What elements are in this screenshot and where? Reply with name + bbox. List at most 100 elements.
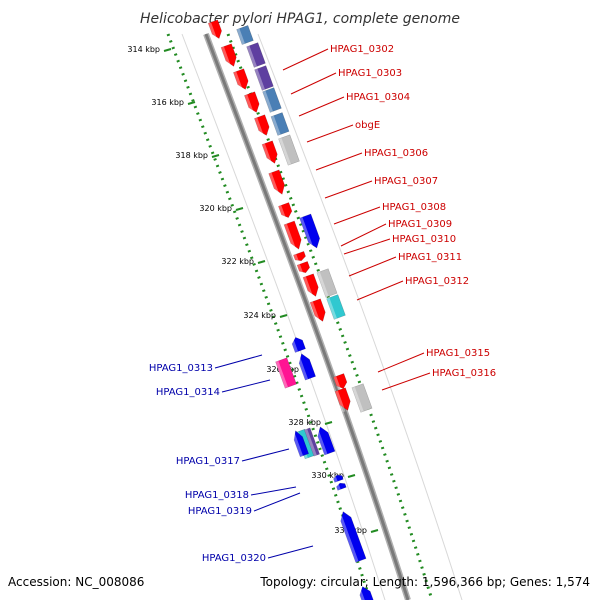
- forward-gene-arrow: [220, 43, 237, 69]
- topology-text: Topology: circular; Length: 1,596,366 bp…: [259, 575, 590, 589]
- cog-block: [246, 42, 266, 68]
- forward-gene-leader: [377, 352, 425, 373]
- forward-gene-label: HPAG1_0302: [330, 44, 394, 55]
- ruler-tick-label: 328 kbp: [288, 418, 321, 427]
- reverse-gene-leader: [250, 486, 297, 496]
- forward-gene-leader: [333, 206, 381, 225]
- forward-gene-leader: [381, 372, 431, 391]
- forward-gene-arrow: [254, 114, 270, 138]
- reverse-gene-leader: [221, 379, 271, 393]
- ruler-tick: [211, 154, 220, 158]
- backbone: [204, 33, 410, 600]
- track-guide-outer: [181, 33, 386, 600]
- forward-gene-label: HPAG1_0307: [374, 176, 438, 187]
- reverse-gene-arrow: [315, 426, 336, 456]
- forward-gene-leader: [348, 256, 397, 277]
- reverse-gene-leader: [253, 492, 301, 512]
- cog-block: [304, 427, 320, 457]
- cog-block: [326, 294, 346, 320]
- forward-gene-arrow: [278, 202, 293, 220]
- reverse-gene-label: HPAG1_0314: [156, 387, 220, 398]
- forward-gene-label: HPAG1_0311: [398, 252, 462, 263]
- ruler-tick: [235, 207, 244, 211]
- reverse-gene-label: HPAG1_0319: [188, 506, 252, 517]
- accession-text: Accession: NC_008086: [8, 575, 144, 589]
- reverse-gene-arrow: [290, 337, 306, 353]
- forward-gene-leader: [298, 96, 345, 117]
- forward-gene-arrow: [207, 19, 222, 41]
- map-title: Helicobacter pylori HPAG1, complete geno…: [140, 11, 460, 27]
- forward-gene-leader: [340, 223, 387, 247]
- cog-block: [275, 357, 297, 389]
- forward-gene-arrow: [333, 373, 348, 391]
- forward-gene-label: HPAG1_0304: [346, 92, 410, 103]
- forward-gene-arrow: [244, 91, 260, 115]
- reverse-gene-arrow: [291, 430, 309, 458]
- cog-block: [270, 112, 290, 136]
- reverse-gene-arrow: [335, 482, 347, 491]
- gene-labels: HPAG1_0302 HPAG1_0303 HPAG1_0304 obgE HPAG1_…: [149, 44, 496, 564]
- forward-gene-leader: [343, 238, 391, 255]
- ruler-tick: [163, 48, 172, 52]
- forward-gene-leader: [290, 72, 337, 95]
- reverse-gene-leader: [241, 448, 290, 462]
- ruler-tick: [187, 101, 196, 105]
- forward-gene-label: HPAG1_0310: [392, 234, 456, 245]
- reverse-gene-arrow: [299, 213, 320, 251]
- ruler-tick: [279, 314, 288, 318]
- forward-gene-leader: [324, 180, 373, 199]
- cog-block: [254, 65, 274, 91]
- reverse-gene-label: HPAG1_0313: [149, 363, 213, 374]
- forward-gene-leader: [306, 124, 354, 143]
- cog-block: [278, 134, 300, 166]
- ruler-tick-label: 324 kbp: [243, 311, 276, 320]
- ruler-tick-label: 314 kbp: [127, 45, 160, 54]
- forward-gene-leader: [356, 280, 404, 301]
- reverse-gene-arrow: [357, 586, 375, 600]
- ruler-tick-label: 318 kbp: [175, 151, 208, 160]
- cog-block: [316, 268, 338, 298]
- ruler-tick-label: 316 kbp: [151, 98, 184, 107]
- ruler-tick-label: 322 kbp: [221, 257, 254, 266]
- forward-gene-label: obgE: [355, 120, 380, 131]
- forward-gene-label: HPAG1_0316: [432, 368, 496, 379]
- forward-gene-leader: [315, 152, 363, 171]
- reverse-gene-leader: [214, 354, 263, 369]
- ruler-tick: [257, 260, 266, 264]
- ruler-tick-label: 320 kbp: [199, 204, 232, 213]
- ruler-tick: [324, 421, 333, 425]
- forward-gene-arrow: [233, 68, 249, 92]
- track-guide-inner: [257, 33, 463, 600]
- forward-gene-arrow: [334, 387, 351, 413]
- forward-gene-label: HPAG1_0315: [426, 348, 490, 359]
- feature-track: [207, 19, 375, 600]
- reverse-gene-label: HPAG1_0317: [176, 456, 240, 467]
- forward-gene-arrow: [302, 273, 319, 299]
- forward-gene-label: HPAG1_0309: [388, 219, 452, 230]
- forward-gene-arrow: [283, 220, 302, 252]
- forward-gene-label: HPAG1_0303: [338, 68, 402, 79]
- cog-block: [262, 87, 282, 113]
- ruler-tick-label: 330 kbp: [311, 471, 344, 480]
- reverse-gene-label: HPAG1_0320: [202, 553, 266, 564]
- cog-block: [351, 383, 373, 413]
- reverse-gene-arrow: [296, 353, 316, 381]
- forward-gene-arrow: [293, 251, 306, 263]
- forward-gene-leader: [282, 48, 329, 71]
- inner-ruler-ring: [226, 33, 434, 600]
- reverse-gene-label: HPAG1_0318: [185, 490, 249, 501]
- forward-gene-arrow: [261, 140, 278, 166]
- forward-gene-arrow: [268, 169, 285, 197]
- forward-gene-label: HPAG1_0306: [364, 148, 428, 159]
- reverse-gene-arrow: [337, 511, 367, 563]
- outer-ruler-ring: [166, 33, 372, 600]
- forward-gene-label: HPAG1_0308: [382, 202, 446, 213]
- reverse-gene-arrow: [332, 474, 344, 483]
- forward-gene-label: HPAG1_0312: [405, 276, 469, 287]
- cog-block: [236, 25, 254, 45]
- ruler-tick: [370, 529, 379, 533]
- ruler-ticks: 314 kbp 316 kbp 318 kbp 320 kbp 322 kbp 324 k…: [127, 45, 379, 535]
- reverse-gene-leader: [267, 545, 314, 559]
